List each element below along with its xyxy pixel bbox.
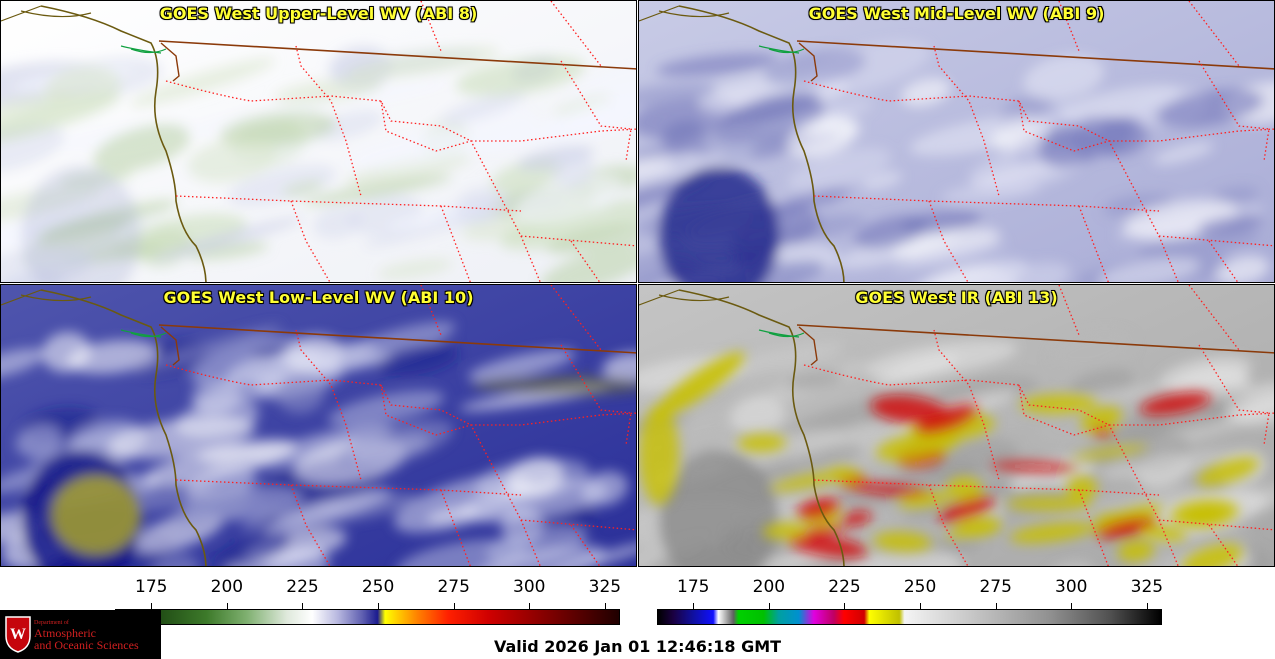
panel-mid-level-wv: GOES West Mid-Level WV (ABI 9) xyxy=(638,0,1275,283)
colorbar-infrared: 175 200 225 250 275 300 325 xyxy=(657,567,1164,627)
colorbar-water-vapor: 175 200 225 250 275 300 325 xyxy=(115,567,622,627)
svg-text:W: W xyxy=(10,626,26,643)
panel-title: GOES West Mid-Level WV (ABI 9) xyxy=(808,4,1105,23)
tick-mark xyxy=(151,603,153,609)
panel-title: GOES West Low-Level WV (ABI 10) xyxy=(163,288,474,307)
tick-mark xyxy=(453,603,455,609)
tick-mark xyxy=(226,603,228,609)
tick-mark xyxy=(1146,603,1148,609)
logo-line2: Atmospheric xyxy=(34,626,96,640)
tick-mark xyxy=(604,603,606,609)
colorbar-gradient-wv xyxy=(115,609,620,625)
tick-mark xyxy=(302,603,304,609)
logo-line3: and Oceanic Sciences xyxy=(34,638,139,652)
map-image-low xyxy=(1,285,636,566)
tick-label: 200 xyxy=(752,577,786,597)
map-image-upper xyxy=(1,1,636,282)
map-image-ir xyxy=(639,285,1274,566)
tick-label: 175 xyxy=(677,577,710,597)
panel-title: GOES West Upper-Level WV (ABI 8) xyxy=(159,4,478,23)
panel-upper-level-wv: GOES West Upper-Level WV (ABI 8) xyxy=(0,0,637,283)
tick-mark xyxy=(529,603,531,609)
tick-label: 275 xyxy=(979,577,1012,597)
tick-label: 250 xyxy=(903,577,937,597)
tick-mark xyxy=(693,603,695,609)
tick-mark xyxy=(995,603,997,609)
tick-label: 225 xyxy=(828,577,861,597)
colorbar-gradient-ir xyxy=(657,609,1162,625)
logo-line1: Department of xyxy=(34,620,69,626)
tick-label: 250 xyxy=(361,577,395,597)
tick-mark xyxy=(768,603,770,609)
tick-label: 175 xyxy=(135,577,168,597)
panel-ir: GOES West IR (ABI 13) xyxy=(638,284,1275,567)
map-image-mid xyxy=(639,1,1274,282)
tick-label: 325 xyxy=(1130,577,1164,597)
valid-time: Valid 2026 Jan 01 12:46:18 GMT xyxy=(493,637,782,656)
tick-label: 300 xyxy=(1055,577,1088,597)
panel-low-level-wv: GOES West Low-Level WV (ABI 10) xyxy=(0,284,637,567)
tick-mark xyxy=(1071,603,1073,609)
tick-mark xyxy=(920,603,922,609)
tick-label: 200 xyxy=(210,577,244,597)
tick-label: 300 xyxy=(513,577,546,597)
tick-label: 225 xyxy=(286,577,319,597)
tick-label: 275 xyxy=(437,577,470,597)
uw-crest-icon: W xyxy=(5,616,31,653)
tick-mark xyxy=(378,603,380,609)
aos-logo: W Department of Atmospheric and Oceanic … xyxy=(0,610,161,659)
panel-title: GOES West IR (ABI 13) xyxy=(855,288,1058,307)
tick-label: 325 xyxy=(588,577,622,597)
tick-mark xyxy=(844,603,846,609)
logo-text: Department of Atmospheric and Oceanic Sc… xyxy=(34,620,139,651)
